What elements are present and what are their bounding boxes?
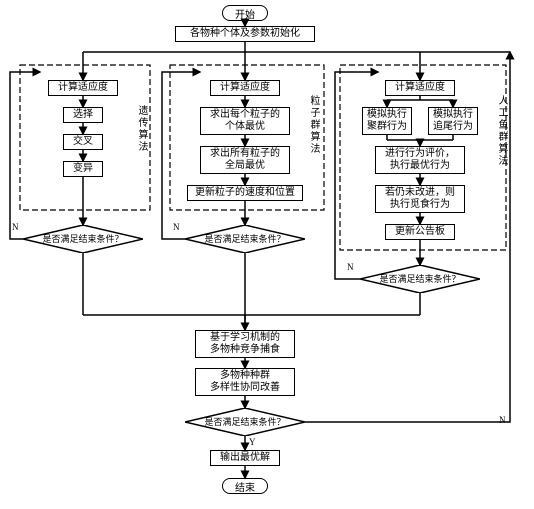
afsa-cond-diamond: 是否满足结束条件？	[360, 265, 480, 293]
pso-fitness-label: 计算适应度	[220, 82, 270, 94]
pso-algo-label: 粒子群算法	[306, 95, 321, 155]
afsa-fitness: 计算适应度	[385, 80, 455, 96]
pso-gbest: 求出所有粒子的 全局最优	[200, 146, 290, 174]
afsa-n: N	[347, 262, 354, 272]
pso-update: 更新粒子的速度和位置	[187, 185, 303, 201]
ga-cond-label: 是否满足结束条件？	[42, 234, 123, 244]
ga-cross: 交叉	[63, 134, 103, 150]
ga-fitness-label: 计算适应度	[58, 82, 108, 94]
final-y: Y	[249, 437, 256, 447]
init-label: 各物种个体及参数初始化	[190, 28, 300, 40]
afsa-eval-label: 进行行为评价， 执行最优行为	[385, 148, 455, 172]
afsa-algo-text: 人工鱼群算法	[496, 95, 507, 167]
ga-mutate-label: 变异	[73, 163, 93, 175]
afsa-swarm: 模拟执行 聚群行为	[362, 107, 412, 135]
ga-select-label: 选择	[73, 109, 93, 121]
end-label: 结束	[235, 479, 255, 494]
output-label: 输出最优解	[220, 452, 270, 464]
afsa-prey-label: 若仍未改进，则 执行觅食行为	[385, 187, 455, 211]
ga-mutate: 变异	[63, 161, 103, 177]
afsa-swarm-label: 模拟执行 聚群行为	[367, 109, 407, 133]
pso-update-label: 更新粒子的速度和位置	[195, 187, 295, 199]
diversity-box: 多物种种群 多样性协同改善	[195, 368, 295, 396]
pso-n: N	[173, 222, 180, 232]
afsa-eval: 进行行为评价， 执行最优行为	[375, 146, 465, 174]
pso-fitness: 计算适应度	[210, 80, 280, 96]
pso-algo-text: 粒子群算法	[308, 95, 319, 155]
init-box: 各物种个体及参数初始化	[175, 26, 315, 42]
start-terminal: 开始	[222, 5, 268, 21]
afsa-fitness-label: 计算适应度	[395, 82, 445, 94]
ga-algo-label: 遗传算法	[134, 105, 149, 153]
afsa-follow-label: 模拟执行 追尾行为	[433, 109, 473, 133]
ga-cross-label: 交叉	[73, 136, 93, 148]
final-n: N	[499, 415, 506, 425]
pso-cond-diamond: 是否满足结束条件？	[185, 225, 305, 253]
afsa-board-label: 更新公告板	[395, 226, 445, 238]
afsa-prey: 若仍未改进，则 执行觅食行为	[375, 185, 465, 213]
afsa-follow: 模拟执行 追尾行为	[428, 107, 478, 135]
pso-gbest-label: 求出所有粒子的 全局最优	[210, 148, 280, 172]
pso-pbest-label: 求出每个粒子的 个体最优	[210, 109, 280, 133]
compete-label: 基于学习机制的 多物种竞争捕食	[210, 332, 280, 356]
end-terminal: 结束	[222, 478, 268, 494]
pso-cond-label: 是否满足结束条件？	[204, 234, 285, 244]
ga-select: 选择	[63, 107, 103, 123]
ga-n: N	[12, 222, 19, 232]
start-label: 开始	[235, 6, 255, 21]
final-cond-diamond: 是否满足结束条件？	[185, 408, 305, 436]
compete-box: 基于学习机制的 多物种竞争捕食	[195, 330, 295, 358]
ga-algo-text: 遗传算法	[136, 105, 147, 153]
diversity-label: 多物种种群 多样性协同改善	[210, 370, 280, 394]
pso-pbest: 求出每个粒子的 个体最优	[200, 107, 290, 135]
afsa-board: 更新公告板	[385, 224, 455, 240]
final-cond-label: 是否满足结束条件？	[204, 417, 285, 427]
afsa-algo-label: 人工鱼群算法	[494, 95, 509, 167]
afsa-cond-label: 是否满足结束条件？	[379, 274, 460, 284]
ga-fitness: 计算适应度	[48, 80, 118, 96]
ga-cond-diamond: 是否满足结束条件？	[23, 225, 143, 253]
output-box: 输出最优解	[210, 450, 280, 466]
